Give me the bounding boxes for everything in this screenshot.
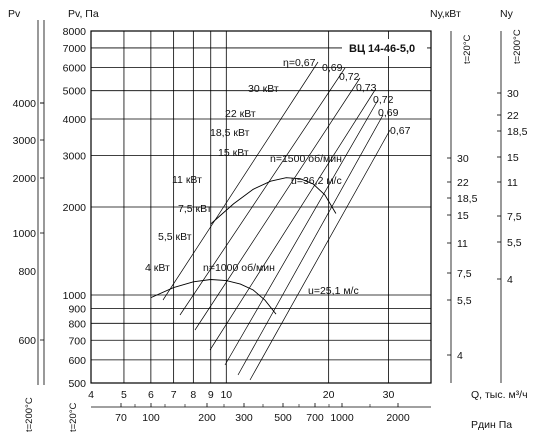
title-bg bbox=[342, 39, 427, 56]
power200-tick-label: 4 bbox=[507, 274, 513, 286]
power-label: 11 кВт bbox=[172, 174, 202, 186]
x-axis-title: Q, тыс. м³/ч bbox=[471, 389, 528, 401]
efficiency-label: 0,73 bbox=[356, 82, 377, 94]
y-tick-label: 1000 bbox=[63, 290, 87, 302]
efficiency-ray bbox=[179, 67, 346, 316]
power-label: 5,5 кВт bbox=[158, 231, 192, 243]
x-tick-label: 30 bbox=[383, 389, 395, 401]
dyn-tick-label: 100 bbox=[142, 412, 160, 424]
x-tick-label: 20 bbox=[323, 389, 335, 401]
speed-label-1000: n=1000 об/мин bbox=[203, 262, 275, 274]
power200-tick-label: 5,5 bbox=[507, 237, 522, 249]
speed-curve bbox=[150, 279, 277, 315]
y-tick-label: 6000 bbox=[63, 63, 87, 75]
y-tick-label: 3000 bbox=[63, 151, 87, 163]
dyn-tick-label: 300 bbox=[235, 412, 253, 424]
left2-tick-label: 1000 bbox=[13, 228, 37, 240]
dyn-tick-label: 200 bbox=[198, 412, 216, 424]
power200-tick-label: 30 bbox=[507, 88, 519, 100]
power200-tick-label: 7,5 bbox=[507, 211, 522, 223]
y-tick-label: 7000 bbox=[63, 43, 87, 55]
temp-label-200-bottom: t=200°C bbox=[24, 397, 35, 432]
y-tick-label: 8000 bbox=[63, 26, 87, 38]
y-axis2-title: Pv bbox=[8, 8, 21, 20]
power-label: 4 кВт bbox=[145, 262, 170, 274]
speed-curve bbox=[210, 177, 337, 225]
power20-tick-label: 11 bbox=[457, 238, 468, 250]
power20-tick-label: 22 bbox=[457, 177, 469, 189]
y-tick-label: 4000 bbox=[63, 114, 87, 126]
x-tick-label: 5 bbox=[121, 389, 127, 401]
power200-tick-label: 15 bbox=[507, 152, 519, 164]
efficiency-label: η=0,67 bbox=[283, 57, 316, 69]
temp-label-20: t=20°C bbox=[462, 34, 473, 64]
y-tick-label: 600 bbox=[68, 355, 86, 367]
power20-tick-label: 18,5 bbox=[457, 193, 478, 205]
power20-tick-label: 5,5 bbox=[457, 295, 472, 307]
dyn-tick-label: 500 bbox=[274, 412, 292, 424]
y-tick-label: 500 bbox=[68, 378, 86, 390]
left2-tick-label: 2000 bbox=[13, 173, 37, 185]
power-label: 30 кВт bbox=[248, 83, 279, 95]
power20-tick-label: 4 bbox=[457, 350, 463, 362]
temp-label-20-bottom: t=20°C bbox=[68, 402, 79, 432]
efficiency-label: 0,72 bbox=[339, 71, 360, 83]
power20-tick-label: 30 bbox=[457, 153, 469, 165]
chart-title: ВЦ 14-46-5,0 bbox=[349, 43, 415, 55]
y-axis-title: Pv, Па bbox=[68, 8, 99, 20]
y-tick-label: 800 bbox=[68, 318, 86, 330]
efficiency-label: 0,69 bbox=[322, 62, 343, 74]
left2-tick-label: 800 bbox=[18, 266, 36, 278]
y-tick-label: 2000 bbox=[63, 202, 87, 214]
efficiency-label: 0,69 bbox=[378, 107, 399, 119]
left2-tick-label: 3000 bbox=[13, 135, 37, 147]
tip-speed-label-1500: u=36,2 м/с bbox=[291, 175, 342, 187]
power-label: 7,5 кВт bbox=[178, 203, 212, 215]
power-label: 22 кВт bbox=[225, 108, 256, 120]
power200-tick-label: 18,5 bbox=[507, 126, 528, 138]
efficiency-ray bbox=[209, 89, 376, 351]
tip-speed-label-1000: u=25,1 м/с bbox=[308, 285, 359, 297]
left2-tick-label: 600 bbox=[18, 335, 36, 347]
temp-label-200: t=200°C bbox=[512, 29, 523, 64]
speed-label-1500: n=1500 об/мин bbox=[270, 153, 342, 165]
power20-tick-label: 7,5 bbox=[457, 268, 472, 280]
dyn-tick-label: 70 bbox=[115, 412, 127, 424]
y-tick-label: 900 bbox=[68, 303, 86, 315]
right-axis-title: Nу,кВт bbox=[430, 8, 461, 20]
x-tick-label: 9 bbox=[208, 389, 214, 401]
efficiency-ray bbox=[237, 114, 384, 376]
right2-axis-title: Nу bbox=[500, 8, 514, 20]
y-tick-label: 5000 bbox=[63, 86, 87, 98]
power20-tick-label: 15 bbox=[457, 210, 469, 222]
power200-tick-label: 22 bbox=[507, 110, 519, 122]
efficiency-label: 0,72 bbox=[373, 94, 394, 106]
efficiency-ray bbox=[194, 77, 361, 331]
x-tick-label: 6 bbox=[148, 389, 154, 401]
power-label: 18,5 кВт bbox=[210, 127, 250, 139]
x-axis2-title: Pдин Па bbox=[471, 419, 512, 431]
efficiency-label: 0,67 bbox=[390, 125, 411, 137]
power200-tick-label: 11 bbox=[507, 177, 518, 189]
y-tick-label: 700 bbox=[68, 335, 86, 347]
dyn-tick-label: 1000 bbox=[330, 412, 354, 424]
left2-tick-label: 4000 bbox=[13, 98, 37, 110]
x-tick-label: 4 bbox=[88, 389, 94, 401]
efficiency-ray bbox=[249, 129, 391, 381]
x-tick-label: 7 bbox=[171, 389, 177, 401]
dyn-tick-label: 700 bbox=[306, 412, 324, 424]
efficiency-ray bbox=[162, 61, 319, 301]
x-tick-label: 10 bbox=[220, 389, 232, 401]
power-label: 15 кВт bbox=[218, 147, 249, 159]
x-tick-label: 8 bbox=[190, 389, 196, 401]
efficiency-ray bbox=[224, 99, 379, 366]
dyn-tick-label: 2000 bbox=[386, 412, 410, 424]
